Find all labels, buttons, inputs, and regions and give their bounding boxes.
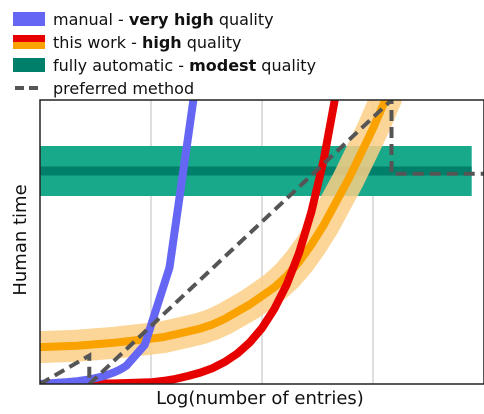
series-manual — [40, 100, 198, 384]
legend-label-4: preferred method — [53, 79, 194, 98]
legend-item-4: preferred method — [15, 79, 194, 98]
legend: manual - very high quality this work - hi… — [13, 10, 316, 98]
legend-swatch-2-a — [13, 35, 45, 42]
plot-frame — [39, 99, 484, 385]
legend-item-2: this work - high quality — [13, 33, 242, 52]
y-axis-label: Human time — [10, 184, 31, 295]
series-group — [40, 100, 484, 384]
legend-label-3: fully automatic - modest quality — [53, 56, 316, 75]
x-axis-label: Log(number of entries) — [156, 388, 364, 409]
plot-area — [39, 99, 484, 385]
legend-swatch-2-b — [13, 42, 45, 49]
legend-swatch-3 — [13, 58, 45, 72]
legend-item-3: fully automatic - modest quality — [13, 56, 316, 75]
series-this-work-upper — [40, 100, 390, 352]
legend-item-1: manual - very high quality — [13, 10, 274, 29]
legend-label-1: manual - very high quality — [53, 10, 274, 29]
legend-label-2: this work - high quality — [53, 33, 242, 52]
series-preferred — [40, 100, 484, 384]
legend-swatch-1 — [13, 12, 45, 26]
series-this-work-lower — [40, 100, 339, 384]
